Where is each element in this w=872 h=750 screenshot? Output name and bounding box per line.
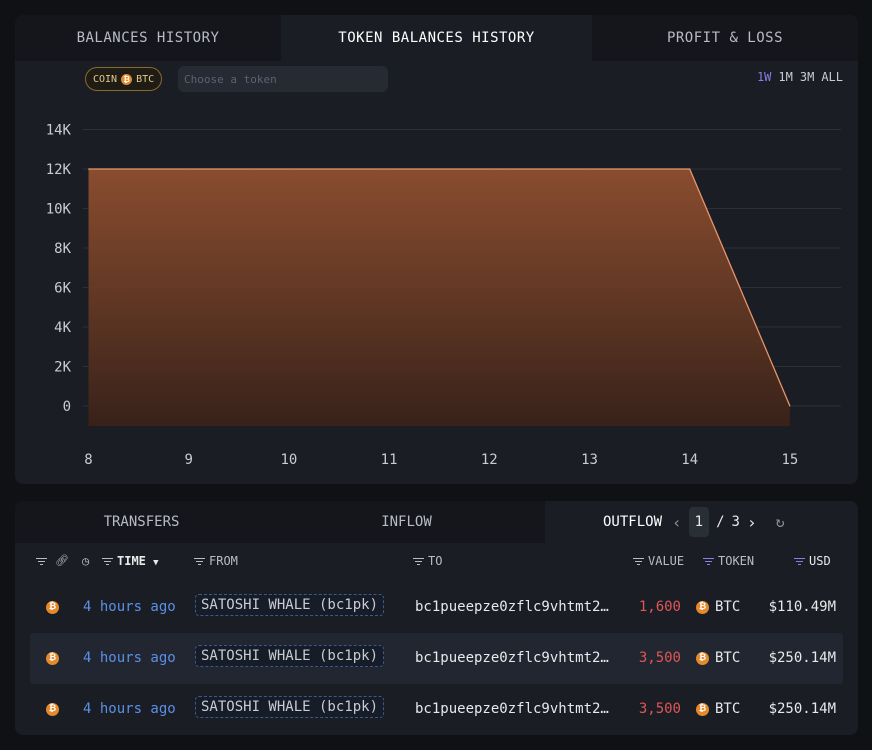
total-pages: 3 [731, 514, 740, 530]
data-point [488, 168, 490, 170]
y-tick-label: 6K [54, 281, 71, 297]
clock-icon[interactable]: ◷ [82, 554, 90, 568]
x-tick-label: 8 [84, 452, 92, 468]
btc-icon: ₿ [46, 601, 59, 614]
coin-filter-chip[interactable]: COIN ₿ BTC [85, 67, 163, 91]
btc-icon: ₿ [121, 73, 133, 85]
y-tick-label: 8K [54, 241, 71, 257]
usd-header-label: USD [809, 554, 831, 568]
time-range-selector: 1W 1M 3M ALL [757, 70, 843, 84]
row-usd: $110.49M [768, 599, 836, 615]
area-chart: 14K 12K 10K 8K 6K 4K 2K 0 8 9 10 11 12 13 14 15 [46, 123, 841, 468]
prev-page-icon[interactable]: ‹ [672, 512, 682, 532]
tab-inflow[interactable]: INFLOW [268, 501, 545, 543]
row-to-address[interactable]: bc1pueepze0zflc9vhtmt2… [415, 599, 609, 615]
link-icon[interactable]: 🔗︎ [55, 554, 69, 567]
time-column-header[interactable]: TIME ▼ [102, 554, 159, 568]
btc-icon: ₿ [46, 652, 59, 665]
tab-outflow-label: OUTFLOW [603, 514, 663, 530]
data-point [689, 168, 691, 170]
row-token[interactable]: BTC [715, 599, 741, 615]
table-row[interactable]: ₿ 4 hours ago SATOSHI WHALE (bc1pk) bc1p… [30, 633, 843, 684]
chart-tabs: BALANCES HISTORY TOKEN BALANCES HISTORY … [15, 15, 858, 61]
coin-filter-label: COIN [93, 73, 118, 85]
row-from-entity[interactable]: SATOSHI WHALE (bc1pk) [195, 594, 385, 616]
x-tick-label: 9 [184, 452, 192, 468]
row-to-address[interactable]: bc1pueepze0zflc9vhtmt2… [415, 650, 609, 666]
to-header-label: TO [428, 554, 443, 568]
row-usd: $250.14M [768, 650, 836, 666]
x-tick-label: 10 [280, 452, 297, 468]
row-token[interactable]: BTC [715, 650, 741, 666]
range-all[interactable]: ALL [821, 70, 843, 84]
range-3m[interactable]: 3M [799, 70, 815, 84]
tab-token-balances-history[interactable]: TOKEN BALANCES HISTORY [281, 15, 592, 61]
sort-desc-icon: ▼ [153, 558, 159, 568]
from-column-header[interactable]: FROM [194, 554, 238, 568]
page-separator: / [716, 514, 725, 530]
data-point [288, 168, 290, 170]
x-tick-label: 13 [581, 452, 598, 468]
tab-balances-history[interactable]: BALANCES HISTORY [15, 15, 281, 61]
row-value: 3,500 [638, 701, 681, 717]
to-column-header[interactable]: TO [413, 554, 442, 568]
data-point [589, 168, 590, 170]
y-tick-label: 4K [54, 320, 71, 336]
table-row[interactable]: ₿ 4 hours ago SATOSHI WHALE (bc1pk) bc1p… [30, 582, 843, 633]
tab-profit-loss[interactable]: PROFIT & LOSS [592, 15, 858, 61]
row-to-address[interactable]: bc1pueepze0zflc9vhtmt2… [415, 701, 609, 717]
x-tick-label: 15 [781, 452, 798, 468]
table-header: 🔗︎ ◷ TIME ▼ FROM TO VALUE TOKEN USD [15, 543, 858, 579]
row-from-entity[interactable]: SATOSHI WHALE (bc1pk) [195, 696, 385, 718]
pagination: ‹ 1 / 3 › ↻ [672, 507, 785, 537]
row-token[interactable]: BTC [715, 701, 741, 717]
coin-filter-token: BTC [136, 73, 155, 85]
row-time-link[interactable]: 4 hours ago [83, 701, 176, 717]
row-value: 1,600 [638, 599, 681, 615]
data-point [88, 168, 89, 170]
y-tick-label: 2K [54, 360, 71, 376]
row-usd: $250.14M [768, 701, 836, 717]
y-tick-label: 12K [46, 162, 72, 178]
token-header-label: TOKEN [718, 554, 755, 568]
token-search-input[interactable] [178, 66, 388, 92]
row-from-entity[interactable]: SATOSHI WHALE (bc1pk) [195, 645, 385, 667]
current-page: 1 [688, 507, 710, 537]
range-1w[interactable]: 1W [756, 70, 772, 84]
usd-column-header[interactable]: USD [794, 554, 831, 568]
range-1m[interactable]: 1M [778, 70, 793, 84]
filter-icon[interactable] [36, 554, 51, 568]
row-value: 3,500 [638, 650, 681, 666]
row-time-link[interactable]: 4 hours ago [83, 650, 176, 666]
data-point [388, 168, 390, 170]
balance-chart-panel: BALANCES HISTORY TOKEN BALANCES HISTORY … [15, 15, 858, 484]
area-series-line [88, 168, 791, 407]
transfer-tabs: TRANSFERS INFLOW OUTFLOW ‹ 1 / 3 › ↻ [15, 501, 858, 543]
btc-icon: ₿ [46, 703, 59, 716]
refresh-icon[interactable]: ↻ [775, 513, 785, 531]
tab-outflow[interactable]: OUTFLOW ‹ 1 / 3 › ↻ [545, 501, 858, 543]
tab-transfers[interactable]: TRANSFERS [15, 501, 268, 543]
token-column-header[interactable]: TOKEN [703, 554, 754, 568]
time-header-label: TIME [117, 554, 146, 568]
value-column-header[interactable]: VALUE [633, 554, 684, 568]
y-tick-label: 0 [63, 399, 71, 415]
transfers-panel: TRANSFERS INFLOW OUTFLOW ‹ 1 / 3 › ↻ 🔗︎ … [15, 501, 858, 735]
y-tick-label: 14K [46, 123, 72, 139]
btc-icon: ₿ [696, 652, 709, 665]
value-header-label: VALUE [648, 554, 685, 568]
row-time-link[interactable]: 4 hours ago [83, 599, 176, 615]
x-tick-label: 11 [381, 452, 398, 468]
x-tick-label: 14 [681, 452, 698, 468]
data-point [789, 405, 791, 407]
next-page-icon[interactable]: › [746, 512, 757, 532]
btc-icon: ₿ [696, 703, 709, 716]
data-point [188, 168, 190, 170]
btc-icon: ₿ [696, 601, 709, 614]
from-header-label: FROM [209, 554, 238, 568]
y-tick-label: 10K [46, 202, 72, 218]
table-row[interactable]: ₿ 4 hours ago SATOSHI WHALE (bc1pk) bc1p… [30, 684, 843, 735]
x-tick-label: 12 [481, 452, 498, 468]
area-series-fill [88, 169, 790, 426]
